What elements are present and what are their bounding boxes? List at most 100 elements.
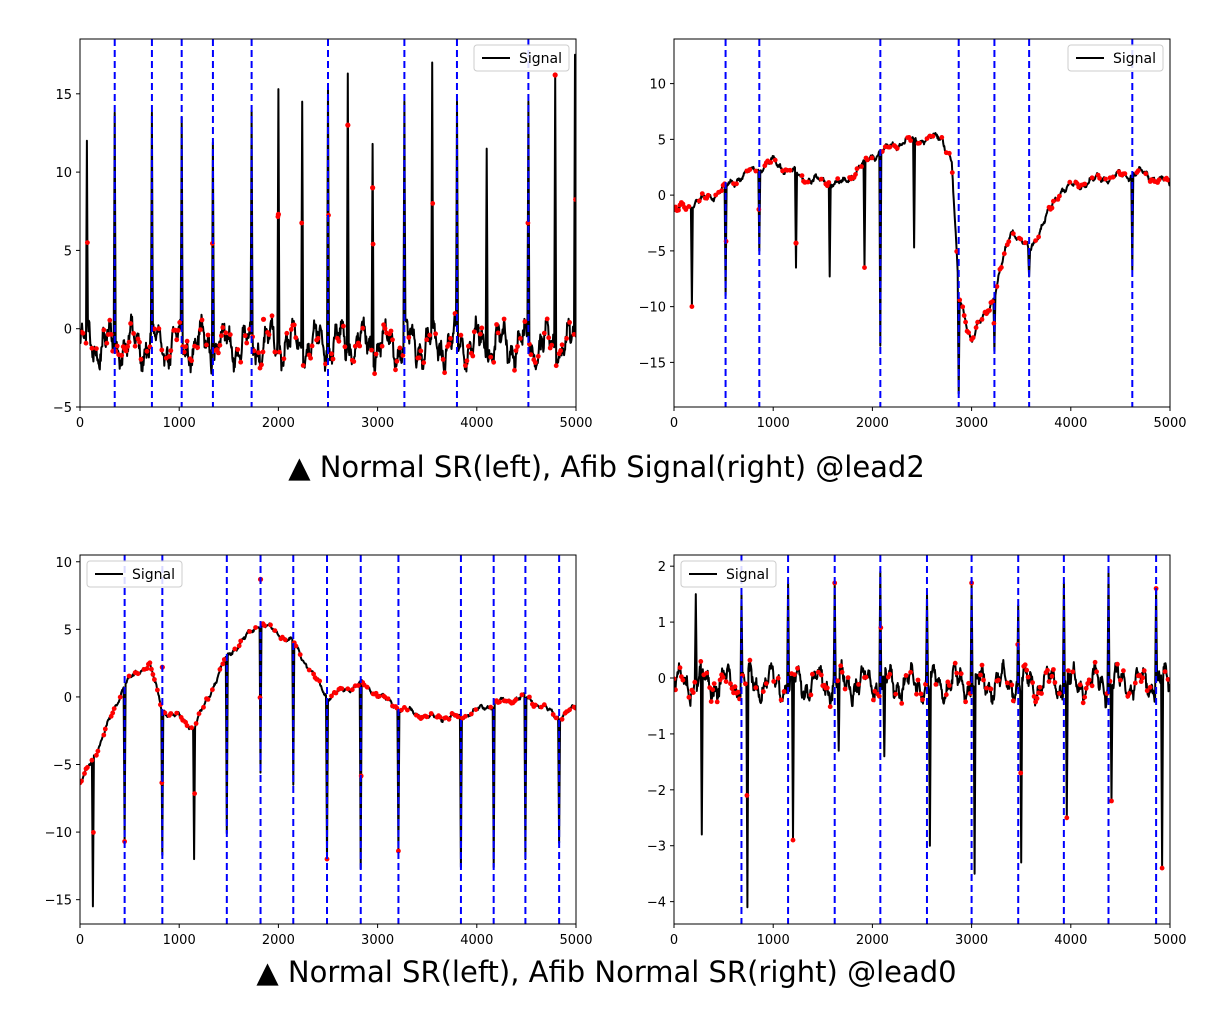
marker-point [528,352,534,357]
marker-point [373,351,379,357]
marker-point [859,164,864,169]
marker-point [336,338,342,344]
marker-point [979,662,985,668]
marker-point [564,336,569,341]
y-tick-label: 0 [64,323,72,338]
marker-point [364,684,370,690]
axes-frame [79,38,577,408]
marker-point [917,140,922,146]
marker-point [89,345,95,351]
marker-point [421,360,427,366]
marker-point [166,354,172,359]
marker-point [1051,198,1056,204]
marker-point [1037,684,1043,690]
marker-point [220,661,226,667]
marker-point [689,304,695,309]
x-tick-label: 1000 [757,416,790,431]
marker-point [309,343,315,349]
marker-point [428,711,434,716]
marker-point [979,317,985,322]
marker-point [132,343,138,349]
marker-point [394,358,400,364]
marker-point [954,670,960,676]
marker-point [1001,251,1007,257]
x-tick-label: 0 [76,933,84,948]
marker-point [1165,177,1170,183]
marker-point [80,330,86,336]
y-tick-label: −5 [53,759,72,774]
marker-point [966,680,971,686]
marker-point [772,157,778,163]
marker-point [908,138,913,143]
marker-point [174,710,180,716]
marker-point [546,335,552,341]
marker-point [1085,681,1091,686]
marker-point [150,672,156,677]
marker-point [963,319,968,325]
marker-point [440,357,446,362]
x-tick-label: 5000 [1153,933,1186,948]
marker-point [491,359,497,365]
marker-point [732,684,738,690]
marker-point [744,793,750,798]
marker-point [196,711,202,717]
marker-point [903,673,909,678]
marker-point [952,660,958,666]
marker-point [311,671,316,677]
y-tick-label: −2 [647,784,666,799]
x-tick-label: 2000 [856,416,889,431]
marker-point [221,657,227,662]
marker-point [792,672,797,677]
marker-point [818,672,824,678]
marker-point [152,326,157,332]
marker-point [284,330,290,336]
marker-point [1138,679,1144,684]
marker-point [966,330,971,335]
marker-point [488,354,494,360]
marker-point [195,345,201,350]
marker-point [152,677,157,682]
marker-point [1109,798,1114,804]
marker-point [1006,239,1012,245]
marker-point [1036,234,1041,240]
marker-point [532,360,538,365]
marker-point [102,726,108,732]
marker-point [424,337,430,343]
marker-point [193,721,199,726]
marker-point [1052,680,1058,685]
marker-point [522,319,528,324]
marker-point [1018,770,1024,776]
marker-point [137,339,142,345]
marker-point [1049,205,1055,211]
marker-point [281,356,287,362]
marker-point [260,349,266,355]
marker-point [210,687,215,693]
marker-point [306,667,312,673]
marker-point [308,355,313,361]
plot-area [80,39,576,407]
marker-point [696,198,702,204]
marker-point [272,349,278,355]
x-tick-label: 3000 [361,416,394,431]
marker-point [360,325,366,331]
marker-point [1094,669,1099,675]
caption-lead0: ▲ Normal SR(left), Afib Normal SR(right)… [256,955,957,989]
marker-point [238,638,244,644]
marker-point [1122,171,1128,177]
marker-point [552,72,558,78]
marker-point [1065,668,1071,673]
marker-point [128,321,134,326]
marker-point [999,265,1004,270]
y-tick-label: 0 [64,691,72,706]
y-tick-label: 10 [649,78,666,93]
marker-point [549,342,555,348]
marker-point [382,326,388,331]
marker-point [317,678,322,684]
marker-point [501,316,507,322]
marker-point [720,674,726,680]
y-tick-label: 10 [55,166,72,181]
marker-point [943,692,949,698]
marker-point [242,333,248,339]
marker-point [437,714,443,720]
